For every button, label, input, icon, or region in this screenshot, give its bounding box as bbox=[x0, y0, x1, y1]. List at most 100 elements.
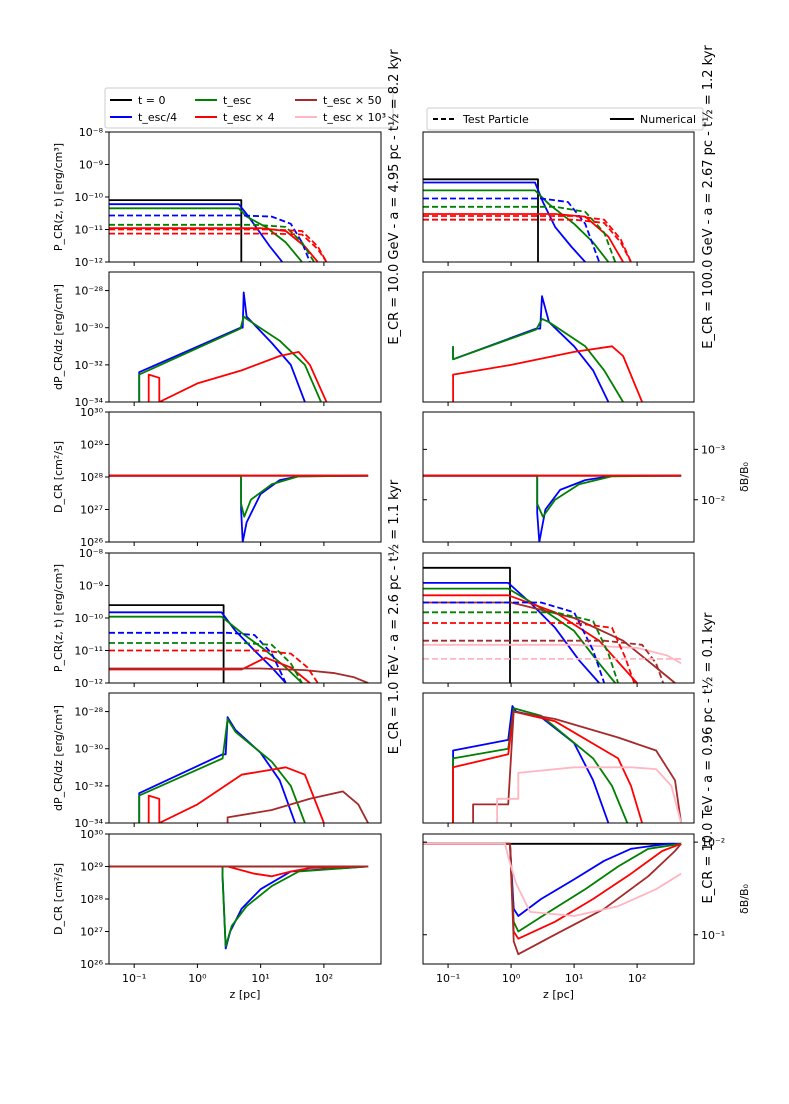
series-line: t_esc/4 (TP) bbox=[423, 197, 601, 262]
series-line: t_esc/4 bbox=[452, 295, 610, 402]
series-line: t_esc (TP) bbox=[109, 223, 315, 262]
series-line: t_esc bbox=[109, 474, 369, 518]
series-line: t_esc bbox=[138, 315, 322, 402]
series-line: t_esc/4 bbox=[109, 865, 369, 950]
series-line: t_esc/4 bbox=[138, 716, 296, 823]
legend-label: t_esc bbox=[223, 94, 251, 107]
series-line: t_esc × 4 bbox=[423, 594, 638, 683]
y-tick-label: 10²⁸ bbox=[80, 893, 103, 906]
legend-right: Test Particle Numerical bbox=[426, 107, 704, 131]
y-tick-label: 10⁻³⁴ bbox=[74, 396, 103, 409]
series-line: t = 0 bbox=[109, 199, 243, 262]
series-line: t_esc/4 bbox=[423, 181, 586, 262]
series-line: t = 0 bbox=[423, 178, 539, 262]
y-tick-label: 10²⁷ bbox=[80, 926, 103, 939]
axes-frame bbox=[422, 271, 695, 403]
y-axis-label: D_CR [cm²/s] bbox=[52, 441, 65, 513]
series-line: t_esc bbox=[109, 207, 303, 262]
axes-frame bbox=[108, 692, 382, 824]
y-tick-label: 10³⁰ bbox=[80, 828, 103, 841]
y-tick-label: 10⁻⁸ bbox=[79, 126, 104, 139]
y-tick-label: 10²⁶ bbox=[80, 536, 103, 549]
series-line: t_esc × 4 bbox=[452, 710, 643, 823]
series-line: t_esc × 10³ bbox=[423, 842, 682, 917]
series-line: t_esc/4 bbox=[138, 291, 306, 402]
row-label: E_CR = 10.0 TeV - a = 0.96 pc - t½ = 0.1… bbox=[701, 612, 716, 904]
series-line: t_esc × 4 bbox=[109, 865, 369, 878]
series-line: t_esc/4 bbox=[423, 582, 600, 683]
series-line: t_esc/4 (TP) bbox=[109, 631, 287, 683]
axes-frame bbox=[108, 552, 382, 684]
series-line: t_esc (TP) bbox=[423, 611, 619, 683]
y-tick-label: 10⁻³² bbox=[74, 359, 103, 372]
x-tick-label: 10⁻¹ bbox=[122, 972, 146, 985]
y-tick-label: 10²⁹ bbox=[80, 439, 103, 452]
series-line: t_esc × 4 bbox=[452, 345, 643, 402]
series-line: t_esc/4 bbox=[109, 474, 369, 542]
y-axis-label: P_CR(z, t) [erg/cm³] bbox=[52, 143, 65, 251]
series-line: t_esc bbox=[423, 474, 682, 518]
series-line: t_esc/4 (TP) bbox=[423, 601, 606, 683]
y-tick-label: 10⁻³⁴ bbox=[74, 817, 103, 830]
series-line: t_esc × 4 bbox=[423, 842, 682, 940]
legend-label: t_esc × 10³ bbox=[323, 111, 386, 124]
y-tick-label: 10²⁶ bbox=[80, 958, 103, 971]
series-line: t_esc bbox=[109, 865, 369, 948]
y2-tick-label: 10⁻² bbox=[701, 494, 725, 507]
y-tick-label: 10⁻⁸ bbox=[79, 547, 104, 560]
axes-frame bbox=[108, 271, 382, 403]
y-tick-label: 10⁻²⁸ bbox=[74, 285, 103, 298]
legend-left: t = 0 t_esc/4 t_esc t_esc × 4 t_esc × 50 t_es… bbox=[104, 87, 394, 129]
series-line: t_esc bbox=[423, 587, 616, 683]
legend-label: t_esc × 4 bbox=[223, 111, 275, 124]
x-tick-label: 10⁰ bbox=[502, 972, 521, 985]
y-tick-label: 10⁻¹² bbox=[74, 677, 103, 690]
series-line: t_esc × 50 bbox=[423, 842, 682, 956]
y2-tick-label: 10⁻¹ bbox=[701, 929, 725, 942]
series-line: t_esc × 4 (TP) bbox=[423, 215, 632, 262]
legend-box bbox=[426, 107, 704, 131]
series-line: t_esc × 10³ bbox=[423, 643, 682, 665]
x-tick-label: 10¹ bbox=[251, 972, 269, 985]
y-axis-label: dP_CR/dz [erg/cm⁴] bbox=[52, 705, 65, 811]
legend-label: Numerical bbox=[640, 113, 696, 126]
axes-frame bbox=[108, 833, 382, 965]
series-line: t = 0 bbox=[423, 566, 511, 683]
y-axis-label: dP_CR/dz [erg/cm⁴] bbox=[52, 284, 65, 390]
y-tick-label: 10⁻³² bbox=[74, 780, 103, 793]
y2-tick-label: 10⁻³ bbox=[701, 443, 725, 456]
series-line: t_esc × 4 bbox=[109, 656, 311, 683]
axes-frame bbox=[422, 552, 695, 684]
y-axis-label: D_CR [cm²/s] bbox=[52, 863, 65, 935]
series-line: t_esc × 4 (TP) bbox=[423, 622, 636, 683]
series-line: t_esc × 50 bbox=[472, 710, 682, 823]
axes-frame bbox=[422, 131, 695, 263]
y-tick-label: 10⁻¹⁰ bbox=[74, 191, 103, 204]
y-tick-label: 10⁻¹¹ bbox=[74, 224, 103, 237]
series-line: t_esc × 50 (TP) bbox=[423, 639, 665, 683]
y-tick-label: 10²⁷ bbox=[80, 504, 103, 517]
series-line: t_esc bbox=[138, 718, 306, 823]
y-tick-label: 10²⁸ bbox=[80, 471, 103, 484]
axes-frame bbox=[108, 131, 382, 263]
series-line: t_esc bbox=[423, 842, 682, 933]
series-line: t = 0 bbox=[109, 604, 225, 683]
row-labels: E_CR = 10.0 GeV - a = 4.95 pc - t½ = 8.2… bbox=[387, 45, 716, 904]
series-line: t_esc × 50 bbox=[109, 667, 369, 683]
series-line: t_esc (TP) bbox=[423, 205, 617, 262]
